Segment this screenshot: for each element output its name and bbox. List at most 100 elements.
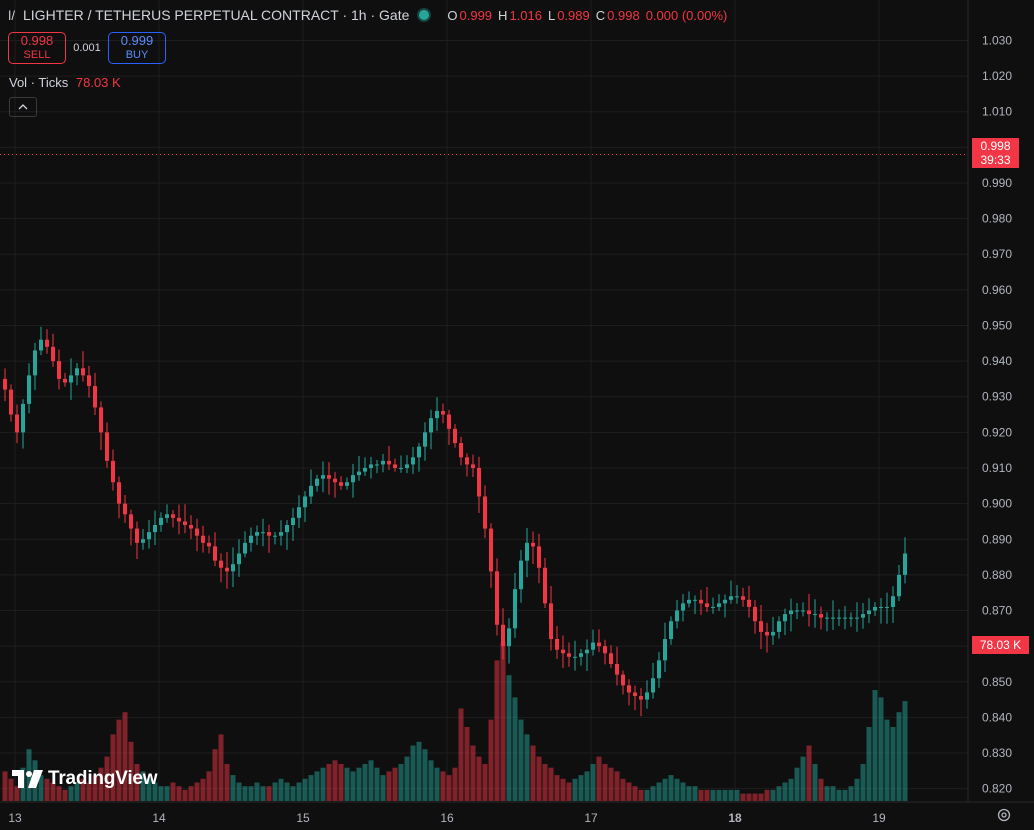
candle-body xyxy=(15,414,19,433)
candle-body xyxy=(393,464,397,469)
volume-bar xyxy=(872,690,878,801)
volume-bar xyxy=(680,782,686,801)
candle-body xyxy=(603,646,607,654)
collapse-legend-button[interactable] xyxy=(9,97,37,117)
candle-body xyxy=(711,606,715,608)
settings-gear-icon[interactable] xyxy=(994,805,1014,825)
volume-bar xyxy=(194,782,200,801)
volume-bar xyxy=(734,789,740,801)
candle-body xyxy=(753,606,757,622)
candle-body xyxy=(555,639,559,650)
tradingview-brand: TradingView xyxy=(48,768,158,789)
price-tick-label: 0.930 xyxy=(982,390,1012,404)
volume-bar xyxy=(878,697,884,801)
volume-bar xyxy=(344,767,350,801)
candle-body xyxy=(849,617,853,619)
volume-bar xyxy=(644,789,650,801)
candle-body xyxy=(435,411,439,419)
volume-bar xyxy=(764,789,770,801)
price-axis: 1.0301.0201.0101.0000.9900.9800.9700.960… xyxy=(967,0,1012,802)
candle-body xyxy=(813,614,817,616)
ohlc-open-label: O xyxy=(447,7,458,23)
candle-body xyxy=(777,621,781,632)
volume-bar xyxy=(392,767,398,801)
candle-body xyxy=(567,653,571,657)
tradingview-logo[interactable]: TradingView xyxy=(12,768,158,790)
candle-body xyxy=(483,496,487,529)
buy-price: 0.999 xyxy=(120,33,154,48)
time-tick-label: 19 xyxy=(872,811,886,825)
volume-bar xyxy=(140,771,146,801)
volume-bar xyxy=(824,786,830,801)
volume-bar xyxy=(398,764,404,801)
candle-body xyxy=(585,649,589,654)
volume-bar xyxy=(230,775,236,801)
candle-body xyxy=(51,346,55,362)
volume-bar xyxy=(242,786,248,801)
candle-body xyxy=(525,542,529,561)
volume-bar xyxy=(266,786,272,801)
candle-body xyxy=(243,542,247,554)
volume-bar xyxy=(8,778,14,801)
candle-body xyxy=(159,517,163,526)
volume-bar xyxy=(212,749,218,801)
sell-button[interactable]: 0.998 SELL xyxy=(8,32,66,64)
candle-body xyxy=(639,696,643,700)
candle-body xyxy=(147,532,151,540)
candle-body xyxy=(411,457,415,465)
volume-bar xyxy=(458,708,464,801)
candle-body xyxy=(489,528,493,572)
candle-body xyxy=(867,610,871,615)
volume-bar xyxy=(80,778,86,801)
candle-body xyxy=(387,460,391,465)
volume-bar xyxy=(650,786,656,801)
price-tick-label: 1.030 xyxy=(982,33,1012,47)
candle-body xyxy=(321,475,325,479)
ohlc-close-label: C xyxy=(595,7,606,23)
candle-body xyxy=(27,375,31,404)
volume-bar xyxy=(626,782,632,801)
candle-body xyxy=(759,621,763,632)
chart-grid xyxy=(0,0,968,802)
volume-legend[interactable]: Vol · Ticks 78.03 K xyxy=(9,75,121,90)
candle-body xyxy=(189,525,193,529)
volume-bar xyxy=(434,767,440,801)
ohlc-high-value: 1.016 xyxy=(509,7,542,23)
candle-body xyxy=(141,539,145,543)
volume-bar xyxy=(290,786,296,801)
volume-bar xyxy=(68,786,74,801)
volume-bar xyxy=(206,771,212,801)
candle-body xyxy=(783,614,787,622)
volume-bar xyxy=(692,786,698,801)
candle-body xyxy=(741,596,745,600)
candle-body xyxy=(543,567,547,604)
candle-body xyxy=(507,628,511,647)
candle-body xyxy=(459,443,463,458)
volume-bar xyxy=(362,764,368,801)
candle-body xyxy=(897,574,901,597)
candle-body xyxy=(351,475,355,483)
market-status-icon[interactable] xyxy=(419,10,430,20)
candle-body xyxy=(279,532,283,536)
symbol-title[interactable]: LIGHTER / TETHERUS PERPETUAL CONTRACT · … xyxy=(23,7,410,23)
buy-button[interactable]: 0.999 BUY xyxy=(108,32,166,64)
volume-bar xyxy=(554,775,560,801)
volume-bar xyxy=(848,786,854,801)
candle-body xyxy=(231,564,235,572)
candle-body xyxy=(873,606,877,611)
volume-bar xyxy=(476,756,482,801)
volume-bar xyxy=(740,793,746,801)
volume-bar xyxy=(218,734,224,801)
volume-bar xyxy=(62,789,68,801)
volume-bar xyxy=(464,727,470,801)
candle-body xyxy=(303,496,307,508)
volume-bar xyxy=(608,767,614,801)
volume-bar xyxy=(728,789,734,801)
candle-body xyxy=(405,464,409,469)
candle-body xyxy=(63,378,67,383)
volume-bar xyxy=(704,789,710,801)
price-tick-label: 0.990 xyxy=(982,176,1012,190)
price-tick-label: 0.960 xyxy=(982,283,1012,297)
volume-bar xyxy=(260,786,266,801)
